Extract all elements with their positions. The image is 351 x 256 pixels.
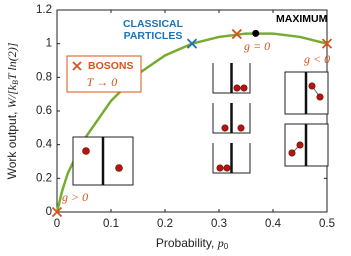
bosons-label: BOSONS [88, 60, 134, 72]
inset-interacting [284, 71, 329, 167]
g-label: g = 0 [244, 39, 270, 53]
bosons-box [66, 55, 142, 93]
g-label: g > 0 [62, 190, 88, 204]
point-marker [231, 28, 242, 40]
y-tick-label: 1.2 [36, 4, 52, 16]
inset-two-compartments [72, 136, 134, 186]
point-marker [186, 38, 198, 49]
x-axis-label: Probability, p0 [156, 236, 229, 251]
y-tick-label: 1 [46, 38, 52, 50]
axes: 0 0.1 0.2 0.3 0.4 0.5 0 0.2 0.4 0.6 0.8 1 1.2 [36, 4, 335, 230]
x-tick-label: 0.1 [103, 218, 119, 230]
point-marker [321, 38, 333, 49]
y-tick-label: 0.2 [36, 172, 52, 184]
y-tick-label: 0.4 [36, 139, 53, 151]
point-marker [51, 206, 63, 218]
x-tick-label: 0 [54, 218, 60, 230]
bosons-cross [72, 61, 82, 71]
plot [51, 28, 333, 218]
x-tick-label: 0.2 [157, 218, 173, 230]
x-tick-label: 0.4 [265, 218, 282, 230]
maximum-marker [252, 29, 260, 37]
bosons-temp: T → 0 [87, 75, 117, 89]
maximum-label: MAXIMUM [276, 13, 328, 25]
line [55, 32, 328, 213]
y-tick-label: 0.6 [36, 105, 52, 117]
x-tick-label: 0.3 [211, 218, 227, 230]
classical-label: CLASSICAL [123, 18, 184, 30]
classical-label: PARTICLES [124, 30, 183, 42]
y-axis-label: Work output, W/[kBT ln(2)] [5, 42, 20, 179]
inset-stack [212, 63, 251, 174]
x-tick-label: 0.5 [319, 218, 335, 230]
g-label: g < 0 [304, 52, 330, 66]
y-tick-label: 0.8 [36, 71, 52, 83]
y-tick-label: 0 [46, 206, 52, 218]
